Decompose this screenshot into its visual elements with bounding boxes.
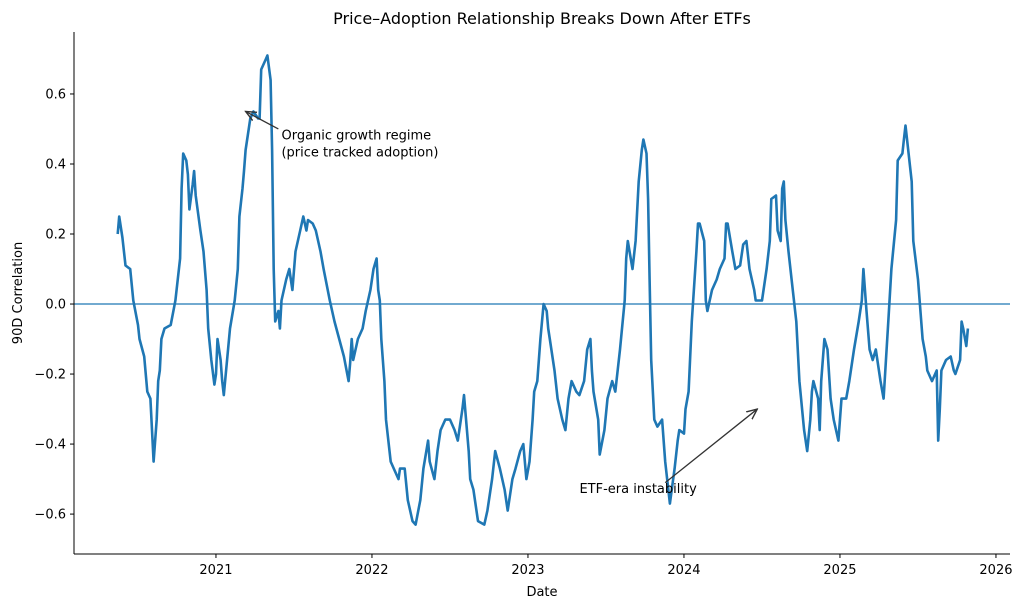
x-tick-label: 2024 xyxy=(667,563,700,578)
x-tick-label: 2022 xyxy=(355,563,388,578)
annotation-text: Organic growth regime xyxy=(281,128,431,143)
series-line xyxy=(116,54,970,526)
x-axis: 2021 2022 2023 2024 2025 2026 xyxy=(199,554,1013,578)
x-tick-label: 2026 xyxy=(979,563,1012,578)
x-tick-label: 2025 xyxy=(823,563,856,578)
y-axis-label: 90D Correlation xyxy=(11,242,26,344)
y-tick-label: −0.2 xyxy=(34,368,66,383)
y-tick-label: 0.2 xyxy=(45,228,66,243)
chart-title: Price–Adoption Relationship Breaks Down … xyxy=(333,9,751,28)
x-tick-label: 2023 xyxy=(511,563,544,578)
y-tick-label: −0.4 xyxy=(34,438,66,453)
y-tick-label: 0.0 xyxy=(45,298,66,313)
y-tick-label: 0.6 xyxy=(45,87,66,102)
y-axis: −0.6 −0.4 −0.2 0.0 0.2 0.4 0.6 xyxy=(34,87,74,523)
y-tick-label: 0.4 xyxy=(45,157,66,172)
annotation-text: (price tracked adoption) xyxy=(281,145,438,160)
annotation-arrow xyxy=(246,111,279,130)
annotation-arrow xyxy=(664,409,757,484)
annotation-text: ETF-era instability xyxy=(579,482,697,497)
x-axis-label: Date xyxy=(526,585,557,600)
x-tick-label: 2021 xyxy=(199,563,232,578)
annotations: Organic growth regime (price tracked adop… xyxy=(246,111,758,497)
y-tick-label: −0.6 xyxy=(34,508,66,523)
